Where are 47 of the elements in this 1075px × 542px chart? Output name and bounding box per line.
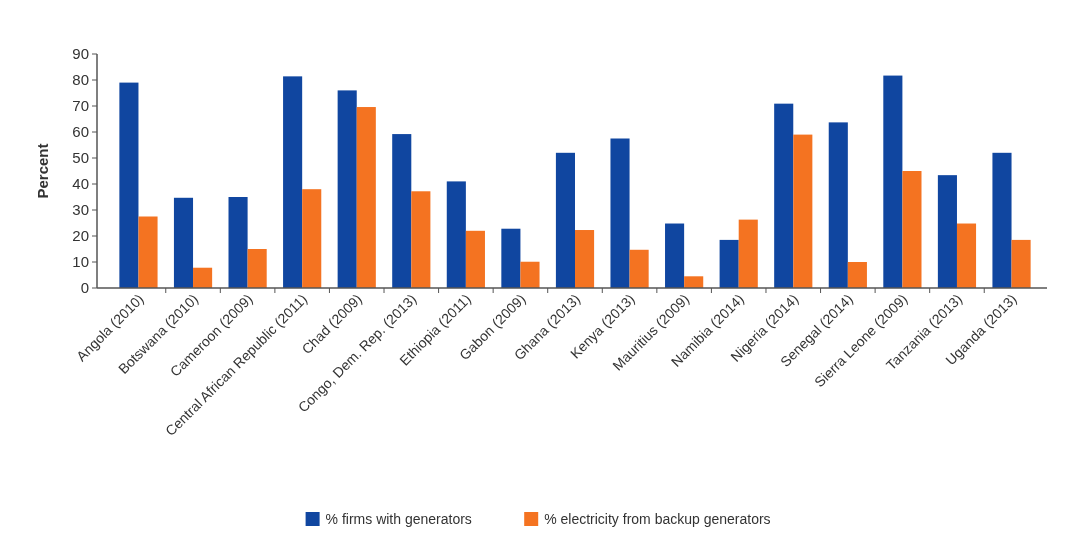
bar — [774, 103, 794, 288]
bar — [793, 134, 813, 288]
bar — [937, 175, 957, 288]
bar — [847, 262, 867, 288]
bar — [1011, 239, 1031, 288]
bar — [138, 216, 158, 288]
bar — [555, 152, 575, 288]
y-tick-label: 0 — [80, 279, 89, 297]
bar — [283, 76, 303, 288]
bar — [902, 171, 922, 288]
bar — [337, 90, 357, 288]
bar — [610, 138, 630, 288]
bar — [411, 191, 431, 288]
bar — [719, 239, 739, 288]
y-tick-label: 30 — [72, 201, 89, 219]
bar — [575, 230, 595, 288]
bar — [828, 122, 848, 288]
bar — [465, 230, 485, 288]
bar — [738, 219, 758, 288]
y-tick-label: 80 — [72, 71, 89, 89]
y-tick-label: 10 — [72, 253, 89, 271]
bar — [992, 152, 1012, 288]
legend-label: % firms with generators — [325, 511, 472, 527]
bar — [173, 197, 194, 288]
y-tick-label: 60 — [72, 123, 89, 141]
bar — [883, 75, 903, 288]
bar — [392, 134, 412, 288]
bar — [520, 261, 540, 288]
y-tick-label: 20 — [72, 227, 89, 245]
bar — [119, 82, 139, 288]
bar — [629, 249, 649, 288]
bar — [665, 223, 685, 288]
y-tick-label: 90 — [72, 45, 89, 63]
y-axis-title: Percent — [34, 143, 51, 199]
bar — [228, 197, 248, 288]
y-tick-label: 50 — [72, 149, 89, 167]
bar — [193, 267, 213, 288]
y-tick-label: 70 — [72, 97, 89, 115]
legend-label: % electricity from backup generators — [544, 511, 771, 527]
bar — [956, 223, 977, 288]
bar — [446, 181, 466, 288]
bar — [684, 276, 704, 288]
bar — [302, 189, 322, 288]
bar — [501, 228, 521, 288]
y-tick-label: 40 — [72, 175, 89, 193]
bar — [247, 249, 267, 288]
bar — [356, 107, 376, 288]
